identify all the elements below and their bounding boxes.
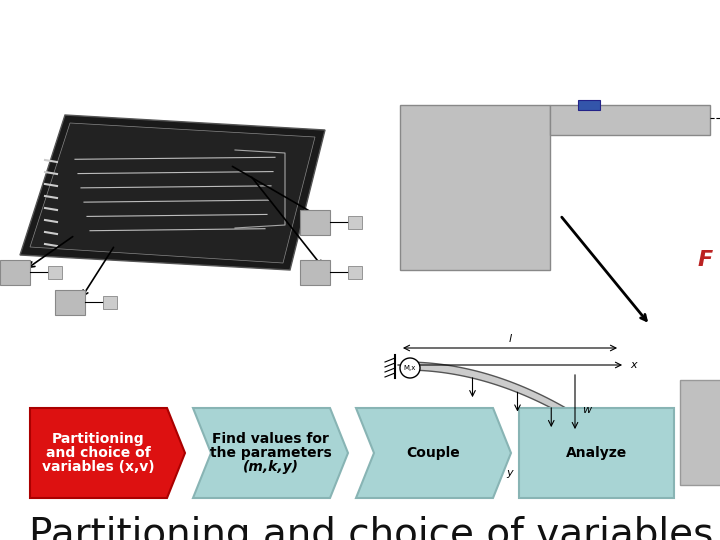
Polygon shape <box>20 115 325 270</box>
Polygon shape <box>405 362 630 460</box>
Polygon shape <box>348 266 362 279</box>
Polygon shape <box>400 105 550 270</box>
Text: variables (x,v): variables (x,v) <box>42 460 155 474</box>
Text: l: l <box>508 334 512 344</box>
Polygon shape <box>348 216 362 229</box>
Polygon shape <box>103 296 117 309</box>
Text: w: w <box>582 405 591 415</box>
Text: Find values for: Find values for <box>212 432 329 446</box>
Polygon shape <box>550 105 710 135</box>
Text: Partitioning: Partitioning <box>52 432 145 446</box>
Text: Partitioning and choice of variables: Partitioning and choice of variables <box>29 516 714 540</box>
Polygon shape <box>578 100 600 110</box>
Polygon shape <box>680 380 720 485</box>
Polygon shape <box>48 266 62 279</box>
Polygon shape <box>30 123 315 263</box>
Text: M,x: M,x <box>404 365 416 371</box>
Text: Couple: Couple <box>407 446 460 460</box>
Polygon shape <box>30 408 185 498</box>
Polygon shape <box>300 260 330 285</box>
Text: the parameters: the parameters <box>210 446 331 460</box>
Text: y: y <box>507 468 513 478</box>
Polygon shape <box>55 290 85 315</box>
Text: (m,k,y): (m,k,y) <box>243 460 299 474</box>
Circle shape <box>400 358 420 378</box>
Polygon shape <box>0 260 30 285</box>
Bar <box>519 408 674 498</box>
Polygon shape <box>193 408 348 498</box>
Polygon shape <box>300 210 330 235</box>
Text: F: F <box>698 250 713 270</box>
Text: Analyze: Analyze <box>566 446 627 460</box>
Text: and choice of: and choice of <box>46 446 151 460</box>
Text: x: x <box>630 360 636 370</box>
Polygon shape <box>356 408 511 498</box>
